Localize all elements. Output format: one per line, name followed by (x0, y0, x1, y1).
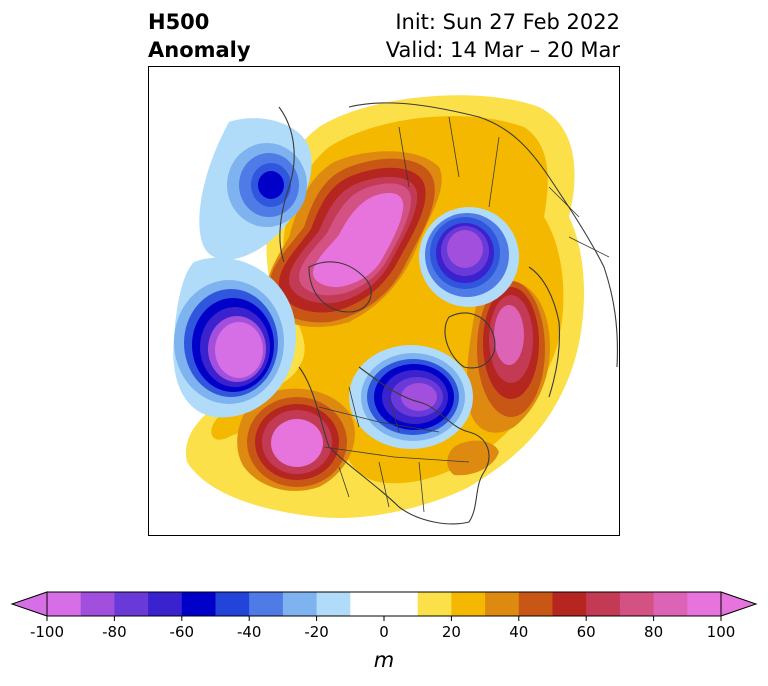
coastline-europe (528, 266, 561, 398)
valid-dates: Valid: 14 Mar – 20 Mar (385, 38, 620, 62)
colorbar-segment (586, 592, 621, 616)
colorbar: -100 -80 -60 -40 -20 0 20 40 60 80 100 (10, 591, 758, 641)
colorbar-segment (282, 592, 318, 616)
core-east-pink (494, 305, 524, 365)
title-variable-line2: Anomaly (148, 38, 251, 62)
colorbar-segment (384, 592, 419, 616)
colorbar-segments (10, 591, 758, 617)
init-date: Init: Sun 27 Feb 2022 (395, 10, 620, 34)
colorbar-unit-label: m (373, 648, 395, 672)
colorbar-tick-label: -60 (170, 623, 195, 641)
colorbar-segment (518, 592, 553, 616)
title-dates: Init: Sun 27 Feb 2022 Valid: 14 Mar – 20… (386, 8, 620, 64)
colorbar-segment (653, 592, 688, 616)
colorbar-tick-label: 0 (379, 623, 389, 641)
colorbar-segment (350, 592, 385, 616)
coastlines (278, 102, 618, 525)
title-variable-line1: H500 (148, 10, 210, 34)
colorbar-tick-label: 40 (509, 623, 528, 641)
colorbar-segment (619, 592, 655, 616)
colorbar-segment (148, 592, 183, 616)
colorbar-tick-label: 60 (577, 623, 596, 641)
colorbar-segment (181, 592, 216, 616)
colorbar-extend-min (10, 591, 48, 617)
country-borders-eurasia (398, 116, 610, 258)
coastline-eurasia (348, 102, 618, 368)
colorbar-segment (451, 592, 486, 616)
colorbar-tick-label: 100 (707, 623, 736, 641)
colorbar-segment (215, 592, 250, 616)
coastline-arctic-islands (308, 261, 372, 313)
coastline-north-america (298, 366, 490, 525)
positive-anomaly-core-west (247, 397, 347, 487)
colorbar-ticks: -100 -80 -60 -40 -20 0 20 40 60 80 100 (30, 616, 735, 641)
neg-ne-purple (447, 230, 483, 268)
positive-anomaly-orange-south (447, 440, 499, 476)
negative-anomaly-northwest (199, 118, 312, 260)
colorbar-segment (80, 592, 115, 616)
colorbar-segment (687, 592, 722, 616)
neg-nw-dark (258, 171, 284, 199)
colorbar-segment (316, 592, 351, 616)
core-north-magenta (312, 192, 404, 288)
colorbar-segment (114, 592, 149, 616)
negative-anomaly-center (349, 345, 473, 449)
colorbar-segment (552, 592, 587, 616)
colorbar-segment (47, 592, 82, 616)
anomaly-map-canvas (173, 95, 618, 525)
colorbar-tick-label: -100 (30, 623, 64, 641)
colorbar-tick-label: 80 (644, 623, 663, 641)
country-borders-canada (318, 386, 440, 433)
positive-anomaly-core-north (268, 158, 435, 323)
negative-anomaly-west (173, 257, 296, 418)
core-west-magenta (271, 419, 323, 467)
neg-c-purple (401, 383, 437, 411)
colorbar-extend-max (720, 591, 758, 617)
colorbar-tick-label: -40 (237, 623, 262, 641)
colorbar-tick-label: 20 (442, 623, 461, 641)
colorbar-segment (485, 592, 520, 616)
country-borders-usa (323, 446, 470, 513)
neg-w-core (215, 322, 263, 378)
title-variable: H500 Anomaly (148, 8, 251, 64)
anomaly-map (148, 66, 620, 536)
colorbar-tick-label: -80 (102, 623, 127, 641)
colorbar-segment (249, 592, 284, 616)
coastline-asia-west (278, 106, 295, 263)
colorbar-segment (417, 592, 452, 616)
positive-anomaly-core-east (477, 281, 545, 417)
coastline-greenland (444, 312, 496, 369)
negative-anomaly-northeast (419, 207, 519, 307)
colorbar-tick-label: -20 (304, 623, 329, 641)
